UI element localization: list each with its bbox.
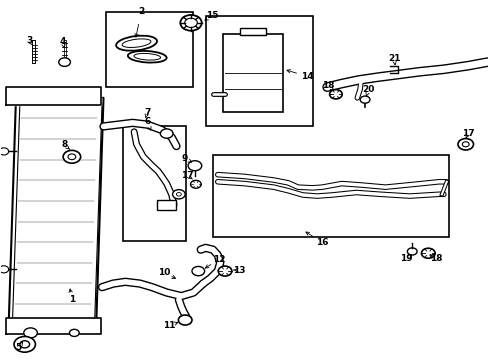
- Circle shape: [360, 96, 369, 103]
- Circle shape: [457, 139, 472, 150]
- Circle shape: [188, 161, 201, 171]
- Text: 1: 1: [69, 295, 75, 304]
- Circle shape: [24, 328, 37, 338]
- Text: 6: 6: [144, 117, 150, 126]
- Text: 2: 2: [138, 7, 144, 16]
- Ellipse shape: [122, 39, 151, 48]
- Text: 18: 18: [321, 81, 334, 90]
- Circle shape: [184, 18, 197, 27]
- Circle shape: [160, 129, 173, 138]
- Bar: [157, 200, 176, 210]
- Circle shape: [329, 90, 342, 99]
- Text: 14: 14: [301, 72, 313, 81]
- Circle shape: [63, 150, 81, 163]
- Circle shape: [407, 248, 416, 255]
- Text: 4: 4: [60, 37, 66, 46]
- Circle shape: [421, 248, 434, 258]
- Circle shape: [59, 58, 70, 66]
- Text: 19: 19: [399, 254, 412, 263]
- Bar: [106, 12, 193, 87]
- Circle shape: [176, 193, 181, 196]
- Text: 18: 18: [429, 254, 442, 263]
- Bar: [122, 126, 186, 241]
- Circle shape: [190, 180, 201, 188]
- Circle shape: [68, 154, 76, 159]
- Text: 17: 17: [461, 129, 473, 138]
- Circle shape: [461, 142, 468, 147]
- Text: 7: 7: [144, 108, 150, 117]
- Ellipse shape: [127, 51, 166, 63]
- Circle shape: [192, 266, 204, 276]
- Circle shape: [172, 190, 185, 199]
- Polygon shape: [6, 87, 101, 105]
- Ellipse shape: [116, 36, 157, 51]
- Text: 12: 12: [213, 255, 225, 264]
- Text: 15: 15: [206, 11, 218, 20]
- Circle shape: [0, 148, 9, 155]
- Text: 3: 3: [26, 36, 33, 45]
- Circle shape: [20, 341, 30, 348]
- Text: 21: 21: [387, 54, 400, 63]
- Text: 17: 17: [181, 171, 194, 180]
- Bar: [222, 33, 283, 112]
- Text: 16: 16: [315, 238, 328, 247]
- Circle shape: [180, 15, 201, 31]
- Circle shape: [14, 337, 35, 352]
- Circle shape: [0, 266, 9, 273]
- Bar: [239, 28, 266, 35]
- Circle shape: [69, 329, 79, 337]
- Text: 5: 5: [15, 343, 21, 352]
- Bar: [212, 155, 448, 237]
- Text: 11: 11: [163, 321, 175, 330]
- Text: 9: 9: [182, 154, 188, 163]
- Circle shape: [178, 315, 192, 325]
- Circle shape: [218, 266, 231, 276]
- Ellipse shape: [134, 53, 160, 60]
- Text: 20: 20: [362, 85, 374, 94]
- Text: 8: 8: [61, 140, 67, 149]
- Text: 13: 13: [233, 266, 245, 275]
- Bar: [205, 16, 312, 126]
- Polygon shape: [6, 318, 101, 334]
- Text: 10: 10: [158, 268, 170, 277]
- Polygon shape: [9, 98, 103, 325]
